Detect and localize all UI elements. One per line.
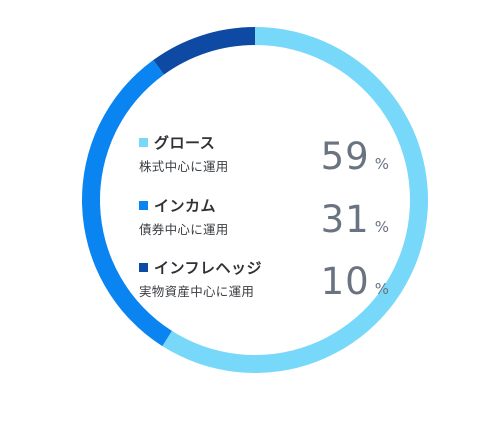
- percentage-unit: %: [374, 155, 389, 173]
- legend-description: 実物資産中心に運用: [139, 284, 255, 299]
- legend-item-income: インカム 債券中心に運用 31 %: [139, 194, 389, 254]
- legend-title: インフレヘッジ: [139, 256, 262, 278]
- legend-title: インカム: [139, 194, 216, 216]
- percentage-unit: %: [374, 280, 389, 298]
- legend-label: グロース: [154, 133, 216, 152]
- legend-description: 株式中心に運用: [139, 159, 229, 174]
- legend-label: インカム: [154, 196, 217, 215]
- legend-title: グロース: [139, 131, 215, 153]
- donut-segment-income: [82, 60, 172, 347]
- percentage-number: 10: [320, 260, 370, 303]
- percentage-value: 10 %: [321, 260, 389, 303]
- legend-description: 債券中心に運用: [139, 222, 229, 237]
- legend-item-growth: グロース 株式中心に運用 59 %: [139, 131, 389, 191]
- percentage-value: 31 %: [321, 198, 389, 241]
- legend-label: インフレヘッジ: [154, 258, 263, 277]
- percentage-number: 59: [320, 135, 370, 178]
- legend-swatch: [139, 137, 148, 147]
- donut-segment-inflation-hedge: [153, 27, 255, 75]
- legend-item-inflation-hedge: インフレヘッジ 実物資産中心に運用 10 %: [139, 256, 389, 316]
- legend-swatch: [139, 200, 148, 210]
- percentage-number: 31: [320, 198, 370, 241]
- percentage-value: 59 %: [321, 135, 389, 178]
- percentage-unit: %: [374, 218, 389, 236]
- legend-swatch: [139, 262, 148, 272]
